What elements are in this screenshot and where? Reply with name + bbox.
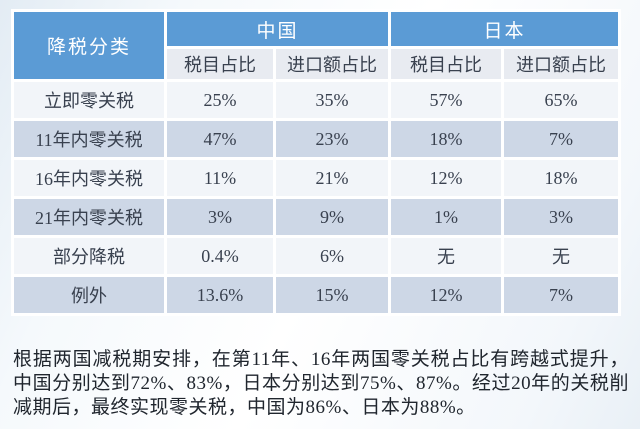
table-cell: 65% <box>504 82 618 118</box>
row-label: 立即零关税 <box>14 82 164 118</box>
table-row: 11年内零关税 47% 23% 18% 7% <box>14 121 618 157</box>
table-cell: 9% <box>276 199 388 235</box>
table-cell: 35% <box>276 82 388 118</box>
table-cell: 无 <box>391 238 501 274</box>
table-cell: 1% <box>391 199 501 235</box>
table-cell: 18% <box>391 121 501 157</box>
column-header-china-tariff-lines: 税目占比 <box>167 49 273 79</box>
table-row: 立即零关税 25% 35% 57% 65% <box>14 82 618 118</box>
table-row: 例外 13.6% 15% 12% 7% <box>14 277 618 313</box>
row-label: 部分降税 <box>14 238 164 274</box>
row-label: 21年内零关税 <box>14 199 164 235</box>
table-cell: 57% <box>391 82 501 118</box>
table-cell: 无 <box>504 238 618 274</box>
table-cell: 6% <box>276 238 388 274</box>
tariff-comparison-table: 降税分类 中国 日本 税目占比 进口额占比 税目占比 进口额占比 立即零关税 2… <box>11 9 621 316</box>
table-cell: 12% <box>391 160 501 196</box>
table-row: 16年内零关税 11% 21% 12% 18% <box>14 160 618 196</box>
table-cell: 47% <box>167 121 273 157</box>
corner-header: 降税分类 <box>14 12 164 79</box>
table-cell: 12% <box>391 277 501 313</box>
table-cell: 3% <box>504 199 618 235</box>
table-cell: 21% <box>276 160 388 196</box>
column-header-japan-tariff-lines: 税目占比 <box>391 49 501 79</box>
table-cell: 23% <box>276 121 388 157</box>
table-cell: 18% <box>504 160 618 196</box>
row-label: 16年内零关税 <box>14 160 164 196</box>
table-cell: 13.6% <box>167 277 273 313</box>
table-cell: 7% <box>504 121 618 157</box>
table-cell: 0.4% <box>167 238 273 274</box>
row-label: 例外 <box>14 277 164 313</box>
summary-paragraph: 根据两国减税期安排，在第11年、16年两国零关税占比有跨越式提升，中国分别达到7… <box>13 349 629 418</box>
table-cell: 7% <box>504 277 618 313</box>
row-label: 11年内零关税 <box>14 121 164 157</box>
table-cell: 3% <box>167 199 273 235</box>
column-header-japan-import-value: 进口额占比 <box>504 49 618 79</box>
table-cell: 25% <box>167 82 273 118</box>
table-row: 部分降税 0.4% 6% 无 无 <box>14 238 618 274</box>
table-cell: 15% <box>276 277 388 313</box>
table-cell: 11% <box>167 160 273 196</box>
column-group-china: 中国 <box>167 12 388 46</box>
column-group-japan: 日本 <box>391 12 618 46</box>
table-row: 21年内零关税 3% 9% 1% 3% <box>14 199 618 235</box>
column-header-china-import-value: 进口额占比 <box>276 49 388 79</box>
